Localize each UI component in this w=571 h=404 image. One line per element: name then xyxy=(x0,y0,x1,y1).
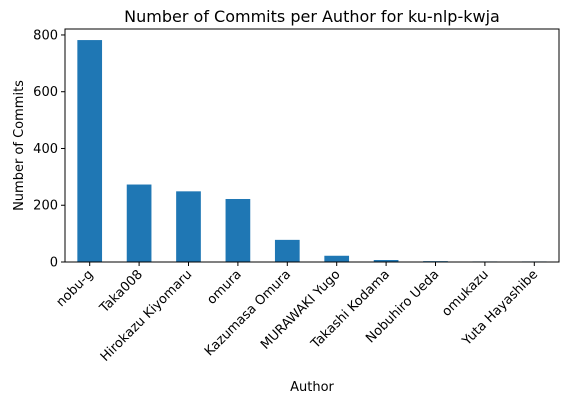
bar-hirokazu-kiyomaru xyxy=(176,191,201,262)
x-tick-label: Hirokazu Kiyomaru xyxy=(98,267,195,364)
y-tick-label: 400 xyxy=(33,142,58,157)
x-tick-label: nobu-g xyxy=(54,267,97,310)
bar-omura xyxy=(225,198,251,262)
bar-series xyxy=(77,40,547,263)
chart-title: Number of Commits per Author for ku-nlp-… xyxy=(124,7,500,26)
bar-taka008 xyxy=(126,184,152,262)
bar-kazumasa-omura xyxy=(274,239,300,262)
bar-nobu-g xyxy=(77,40,103,263)
y-tick-label: 200 xyxy=(33,199,58,214)
y-axis: 0 200 400 600 800 xyxy=(33,28,65,271)
y-axis-title: Number of Commits xyxy=(12,80,27,211)
y-tick-label: 0 xyxy=(50,256,58,271)
y-tick-label: 800 xyxy=(33,28,58,43)
x-tick-label: Kazumasa Omura xyxy=(202,267,294,359)
plot-frame xyxy=(64,28,560,263)
bar-murawaki-yugo xyxy=(324,255,350,262)
x-axis-title: Author xyxy=(290,380,334,395)
x-tick-label: omukazu xyxy=(439,267,491,319)
bar-takashi-kodama xyxy=(373,260,399,262)
y-tick-label: 600 xyxy=(33,85,58,100)
x-tick-label: Taka008 xyxy=(97,267,146,316)
x-tick-label: omura xyxy=(204,267,244,307)
